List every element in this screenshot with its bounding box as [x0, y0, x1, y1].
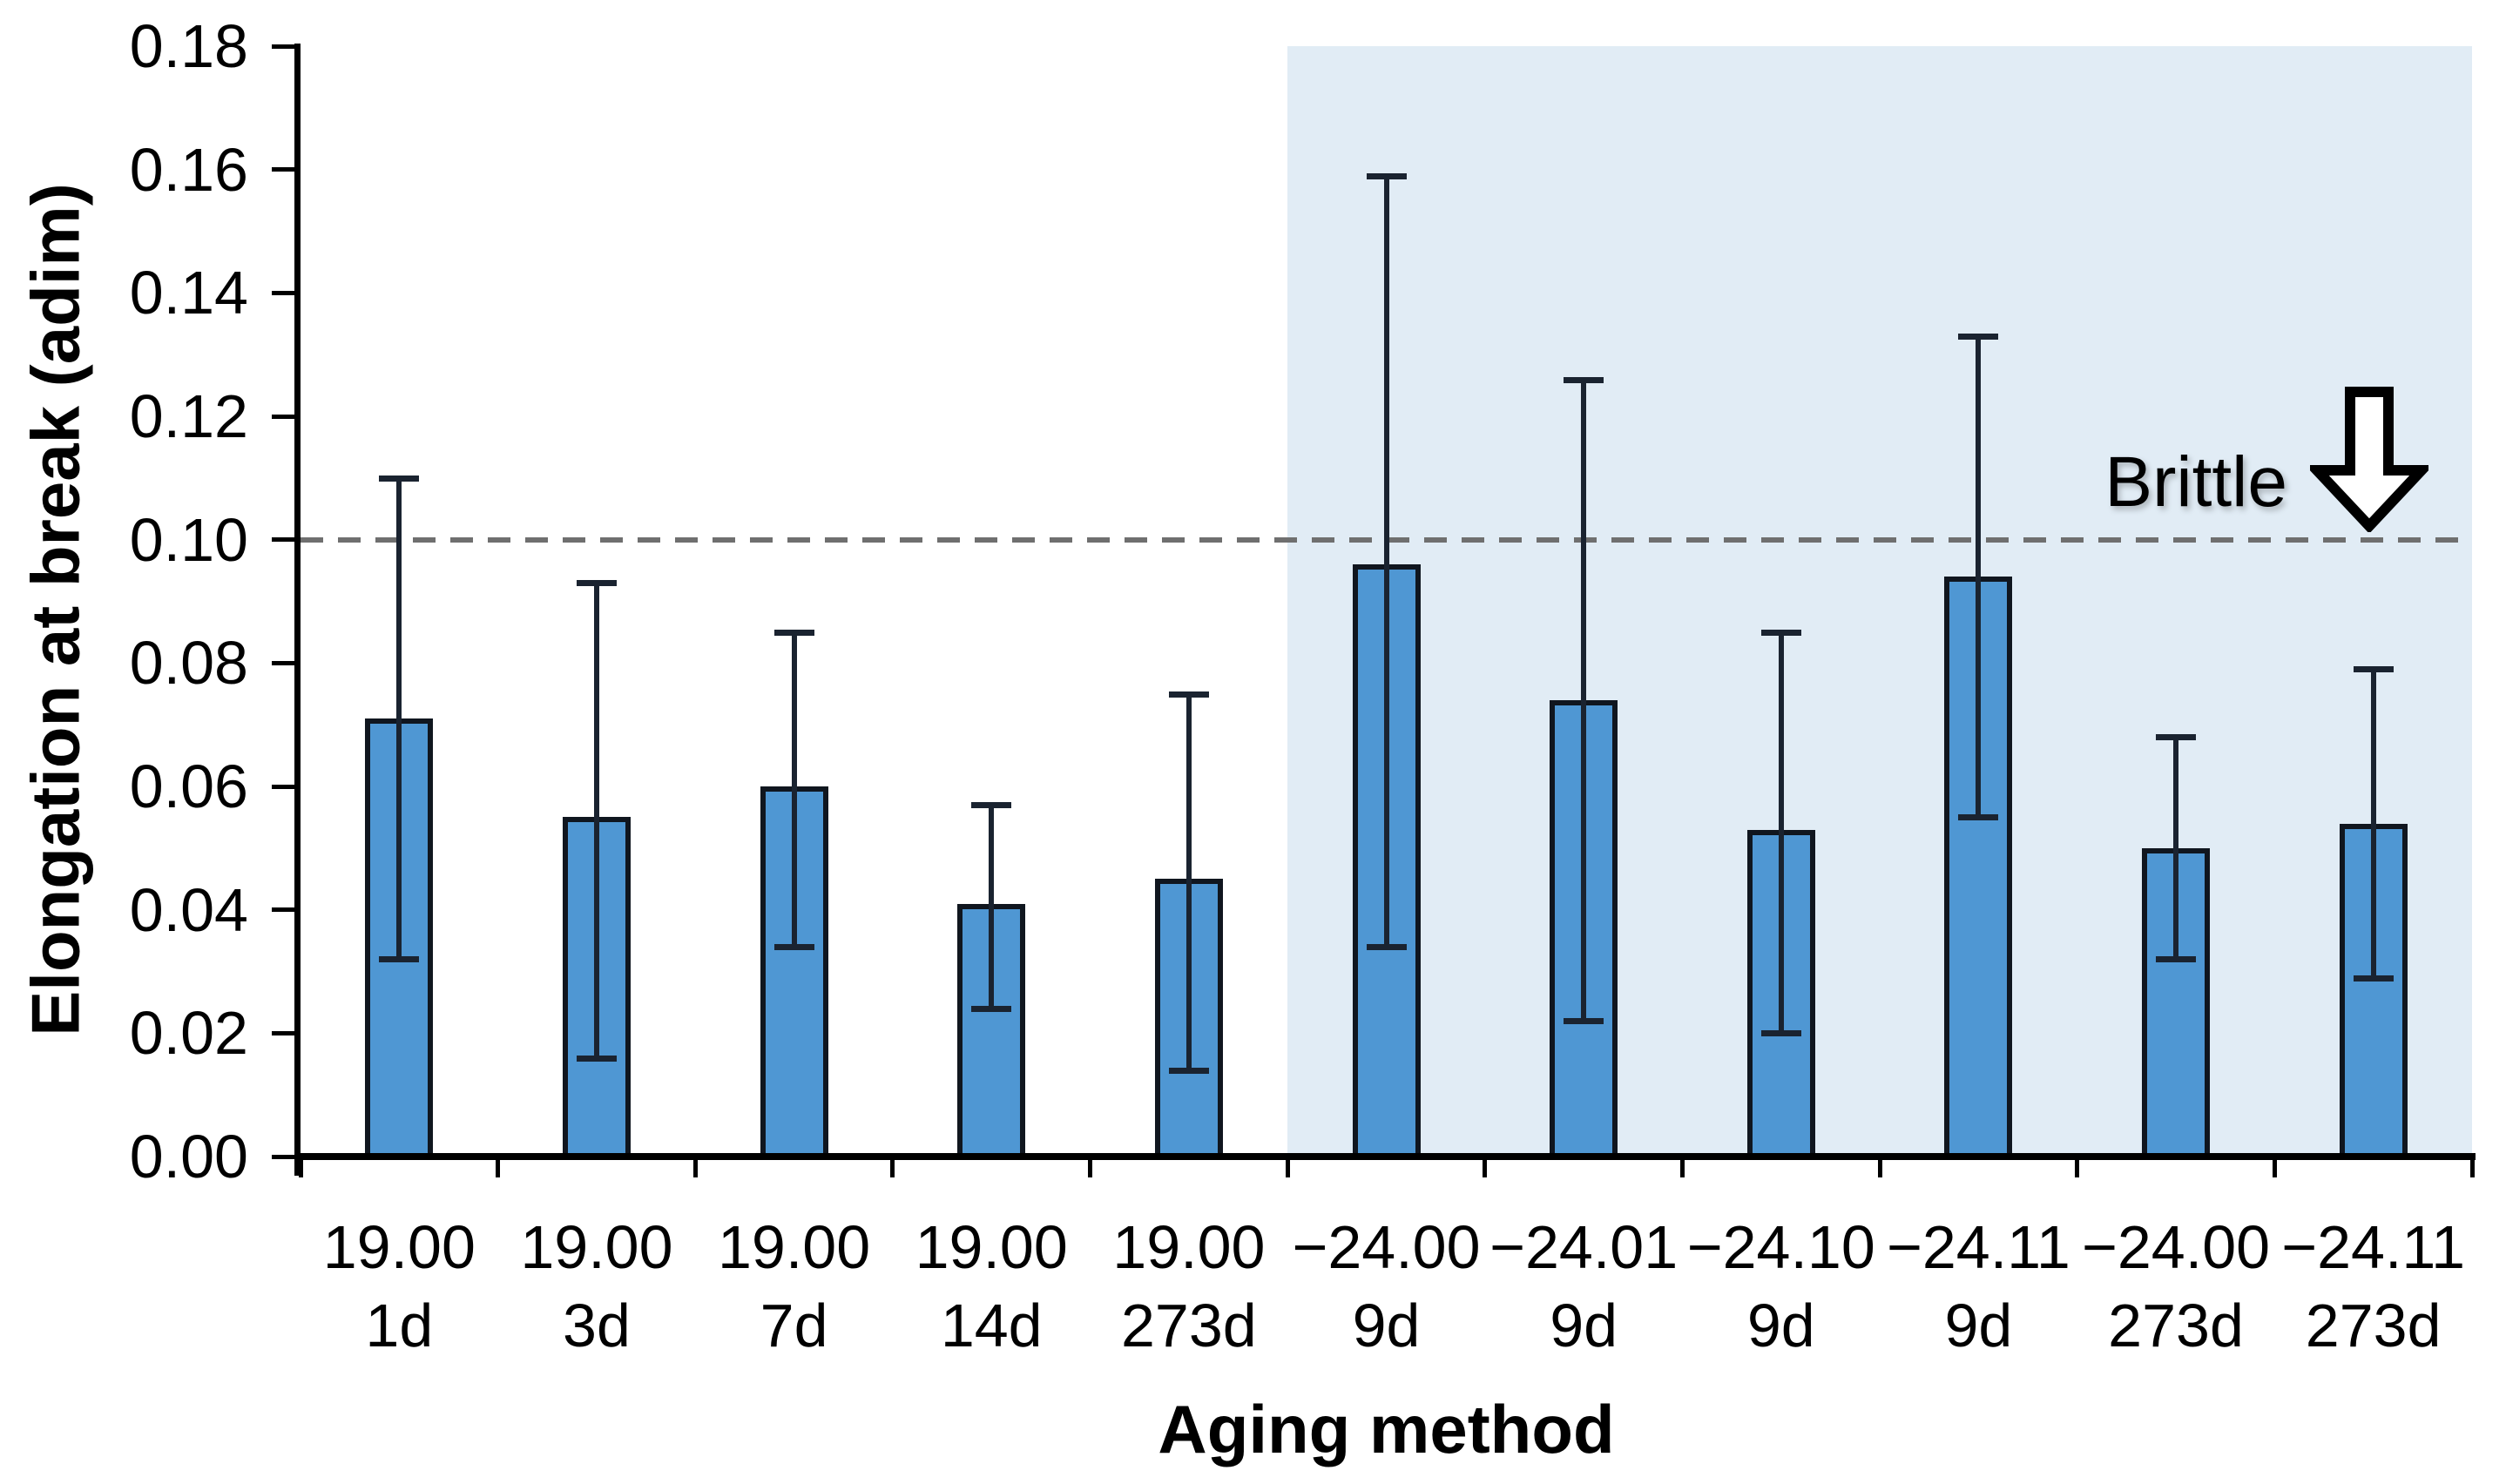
error-bar-cap-top: [773, 629, 814, 636]
y-axis-tick: [272, 784, 294, 789]
category-temp-label: −24.00: [2082, 1213, 2271, 1281]
y-tick-label: 0.08: [129, 629, 248, 698]
y-axis-tick: [272, 660, 294, 665]
y-tick-label: 0.10: [129, 505, 248, 574]
error-bar-cap-top: [576, 580, 617, 587]
error-bar-cap-top: [2353, 666, 2394, 673]
error-bar-cap-bottom: [379, 956, 420, 963]
category-days-label: 273d: [2305, 1292, 2442, 1359]
category-days-label: 9d: [1944, 1292, 2013, 1359]
error-bar-cap-top: [2156, 734, 2197, 741]
error-bar-line: [396, 477, 402, 960]
x-axis-line: [294, 1153, 2476, 1160]
category-temp-label: −24.01: [1489, 1213, 1679, 1281]
y-tick-label: 0.16: [129, 135, 248, 204]
x-axis-tick: [692, 1160, 698, 1177]
bar: [760, 786, 828, 1158]
category-temp-label: 19.00: [717, 1213, 871, 1281]
category-days-label: 1d: [365, 1292, 434, 1359]
error-bar-cap-bottom: [2353, 975, 2394, 981]
error-bar-cap-bottom: [1168, 1067, 1209, 1074]
category-temp-label: 19.00: [322, 1213, 476, 1281]
y-tick-label: 0.04: [129, 875, 248, 944]
category-temp-label: 19.00: [520, 1213, 673, 1281]
error-bar-line: [1185, 693, 1192, 1070]
x-axis-title: Aging method: [1158, 1391, 1615, 1467]
error-bar-line: [1976, 335, 1982, 818]
y-axis-tick: [272, 414, 294, 419]
category-days-label: 7d: [760, 1292, 828, 1359]
y-axis-tick: [272, 44, 294, 49]
x-axis-tick: [496, 1160, 501, 1177]
x-axis-tick: [890, 1160, 895, 1177]
error-bar-cap-top: [1366, 172, 1407, 179]
y-tick-label: 0.14: [129, 259, 248, 327]
down-arrow-icon: [2310, 387, 2428, 532]
plot-area: Brittle 0.00 0.02 0.04 0.06 0.08 0.10 0.12 0.14…: [130, 14, 2476, 1358]
x-axis-tick: [2075, 1160, 2080, 1177]
x-axis-tick: [1285, 1160, 1290, 1177]
y-tick-label: 0.00: [129, 1123, 248, 1191]
error-bar-line: [1778, 631, 1784, 1034]
x-axis-tick: [298, 1160, 303, 1177]
error-bar-cap-top: [379, 475, 420, 482]
x-axis-tick: [1679, 1160, 1685, 1177]
category-days-label: 273d: [2108, 1292, 2244, 1359]
error-bar-cap-bottom: [971, 1006, 1012, 1012]
brittle-label: Brittle: [2104, 442, 2287, 522]
error-bar-cap-bottom: [2156, 956, 2197, 963]
category-temp-label: −24.11: [2281, 1213, 2466, 1281]
category-days-label: 3d: [563, 1292, 631, 1359]
error-bar-line: [1581, 379, 1587, 1022]
error-bar-cap-bottom: [1564, 1018, 1604, 1025]
category-days-label: 9d: [1550, 1292, 1618, 1359]
error-bar-cap-top: [1760, 629, 1801, 636]
category-temp-label: −24.11: [1886, 1213, 2070, 1281]
category-temp-label: −24.10: [1686, 1213, 1875, 1281]
category-days-label: 9d: [1746, 1292, 1815, 1359]
category-days-label: 9d: [1352, 1292, 1421, 1359]
error-bar-cap-bottom: [1366, 944, 1407, 951]
error-bar-cap-top: [1958, 333, 1999, 340]
error-bar-cap-bottom: [1760, 1030, 1801, 1037]
category-temp-label: 19.00: [1112, 1213, 1266, 1281]
y-axis-tick: [272, 537, 294, 543]
x-axis-tick: [2469, 1160, 2475, 1177]
x-axis-tick: [1088, 1160, 1093, 1177]
y-axis-tick: [272, 290, 294, 295]
bar: [2339, 823, 2408, 1158]
x-axis-tick: [2272, 1160, 2277, 1177]
error-bar-cap-top: [971, 802, 1012, 809]
category-days-label: 14d: [940, 1292, 1043, 1359]
brittle-annotation: Brittle: [2104, 386, 2428, 532]
error-bar-line: [2370, 669, 2376, 978]
error-bar-cap-bottom: [1958, 814, 1999, 821]
error-bar-line: [989, 805, 995, 1008]
error-bar-line: [593, 583, 599, 1058]
error-bar-line: [2173, 737, 2179, 960]
error-bar-cap-top: [1168, 691, 1209, 698]
y-axis-line: [294, 44, 301, 1176]
y-tick-label: 0.12: [129, 382, 248, 450]
y-axis-tick: [272, 167, 294, 172]
y-axis-tick: [272, 1154, 294, 1159]
y-tick-label: 0.06: [129, 752, 248, 820]
y-tick-label: 0.02: [129, 999, 248, 1068]
category-days-label: 273d: [1120, 1292, 1257, 1359]
y-axis-tick: [272, 907, 294, 913]
error-bar-cap-top: [1564, 376, 1604, 383]
x-axis-tick: [1877, 1160, 1882, 1177]
category-temp-label: 19.00: [915, 1213, 1068, 1281]
highlight-region: [1287, 46, 2472, 1153]
y-axis-tick: [272, 1030, 294, 1035]
y-tick-label: 0.18: [129, 12, 248, 80]
error-bar-line: [1383, 175, 1389, 948]
error-bar-line: [791, 631, 797, 948]
category-temp-label: −24.00: [1292, 1213, 1481, 1281]
error-bar-cap-bottom: [773, 944, 814, 951]
x-axis-tick: [1483, 1160, 1488, 1177]
error-bar-cap-bottom: [576, 1055, 617, 1062]
